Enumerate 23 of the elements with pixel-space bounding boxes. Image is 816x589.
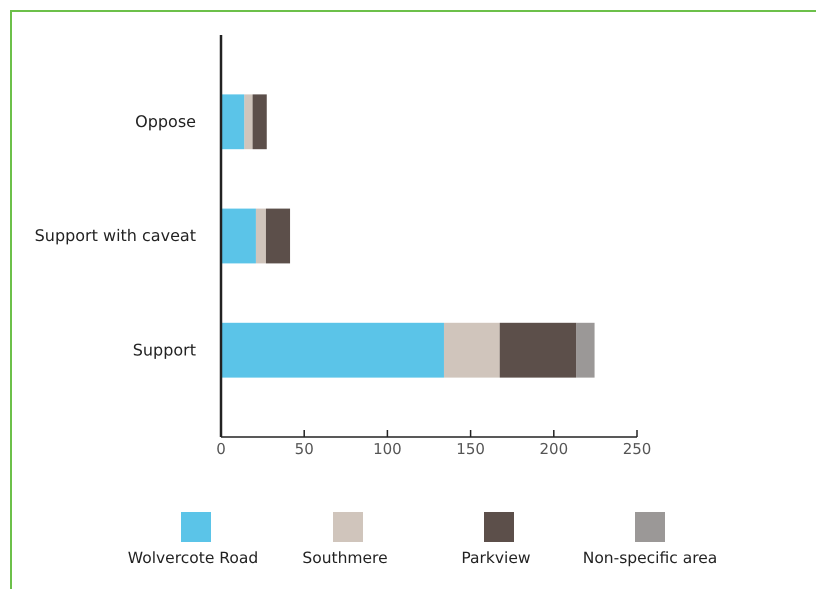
x-tick-label: 150 [456, 440, 485, 458]
bar [244, 94, 253, 150]
legend-label: Non-specific area [582, 549, 718, 567]
x-tick-label: 250 [622, 440, 652, 458]
bar [576, 322, 595, 378]
bar [266, 208, 290, 264]
bar [252, 94, 267, 150]
legend-label: Wolvercote Road [128, 549, 258, 567]
legend-label: Southmere [302, 549, 388, 567]
x-tick-label: 100 [373, 440, 402, 458]
bar [500, 322, 576, 378]
x-tick-label: 0 [216, 440, 226, 458]
y-tick-label: Support [132, 340, 196, 360]
bar [221, 94, 244, 150]
x-tick-label: 200 [539, 440, 568, 458]
bar [256, 208, 266, 264]
y-tick-label: Support with caveat [34, 226, 196, 246]
x-tick-label: 50 [294, 440, 314, 458]
bar [221, 322, 444, 378]
bar [444, 322, 500, 378]
y-tick-label: Oppose [135, 112, 196, 131]
bar [221, 208, 256, 264]
legend-label: Parkview [461, 549, 531, 567]
